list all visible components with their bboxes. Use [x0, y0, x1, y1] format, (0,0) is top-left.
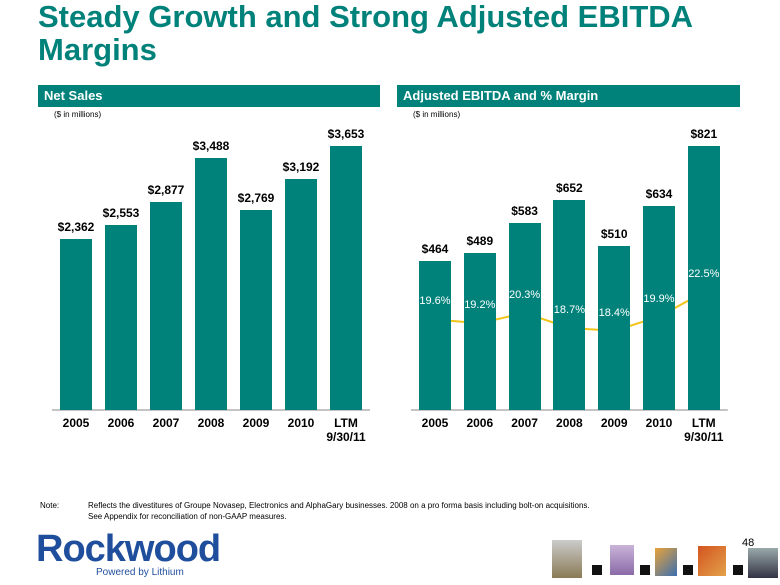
square [592, 565, 602, 575]
value-label: $652 [556, 181, 583, 196]
margin-label: 19.2% [464, 299, 496, 312]
x-tick-label: 2009 [242, 416, 270, 430]
x-tick-label: 2006 [107, 416, 135, 430]
note-line: Reflects the divestitures of Groupe Nova… [88, 501, 590, 510]
value-label: $634 [645, 187, 673, 202]
photo [655, 548, 677, 576]
margin-label: 18.7% [553, 303, 585, 316]
square [733, 565, 743, 575]
chart-subtitle: ($ in millions) [413, 110, 461, 119]
bar [598, 246, 631, 410]
photo [698, 546, 726, 576]
value-label: $2,553 [102, 206, 140, 221]
x-tick-label: 2009 [600, 416, 628, 430]
value-label: $3,488 [192, 138, 230, 153]
value-label: $821 [690, 127, 718, 141]
value-label: $2,877 [147, 183, 185, 198]
value-label: $489 [466, 233, 494, 248]
margin-label: 22.5% [688, 268, 720, 281]
bar [463, 252, 496, 410]
x-tick-label: 2005 [421, 416, 449, 430]
chart-title: Adjusted EBITDA and % Margin [397, 85, 740, 107]
note-label: Note: [40, 501, 60, 510]
square [640, 565, 650, 575]
value-label: $464 [421, 241, 449, 256]
margin-label: 20.3% [508, 288, 541, 301]
bar [508, 222, 541, 410]
bar [330, 146, 362, 410]
value-label: $2,769 [237, 190, 275, 205]
bar [687, 146, 720, 410]
logo-name: Rockwood [36, 528, 221, 570]
value-label: $510 [600, 227, 628, 241]
bar [553, 200, 586, 410]
margin-label: 18.4% [598, 306, 630, 319]
margin-label: 19.9% [643, 292, 675, 305]
bar [643, 206, 675, 410]
x-tick-label: LTM 9/30/11 [326, 416, 366, 444]
chart-title: Net Sales [38, 85, 380, 107]
x-tick-label: 2010 [645, 416, 673, 430]
bar [195, 157, 227, 410]
value-label: $3,653 [327, 127, 365, 141]
x-tick-label: 2010 [287, 416, 315, 430]
x-tick-label: 2007 [511, 416, 538, 430]
bar [150, 202, 182, 410]
page-number: 48 [742, 537, 755, 549]
bar [240, 209, 272, 410]
slide-title: Steady Growth and Strong Adjusted EBITDA… [38, 0, 692, 67]
bar [105, 225, 137, 410]
photo [552, 540, 582, 578]
bar [285, 179, 317, 410]
value-label: $3,192 [282, 160, 320, 175]
margin-label: 19.6% [419, 295, 451, 308]
x-tick-label: 2007 [152, 416, 180, 430]
value-label: $2,362 [57, 220, 95, 235]
x-tick-label: 2005 [62, 416, 90, 430]
bar [60, 239, 92, 410]
x-tick-label: 2008 [197, 416, 225, 430]
note-line: See Appendix for reconciliation of non-G… [88, 512, 287, 521]
square [683, 565, 693, 575]
x-tick-label: 2006 [466, 416, 494, 430]
value-label: $583 [511, 203, 538, 218]
x-tick-label: 2008 [556, 416, 583, 430]
bar [419, 260, 451, 410]
photo [748, 548, 778, 578]
x-tick-label: LTM 9/30/11 [684, 416, 724, 444]
chart-subtitle: ($ in millions) [54, 110, 102, 119]
photo [610, 545, 634, 575]
logo-tagline: Powered by Lithium [96, 567, 184, 578]
